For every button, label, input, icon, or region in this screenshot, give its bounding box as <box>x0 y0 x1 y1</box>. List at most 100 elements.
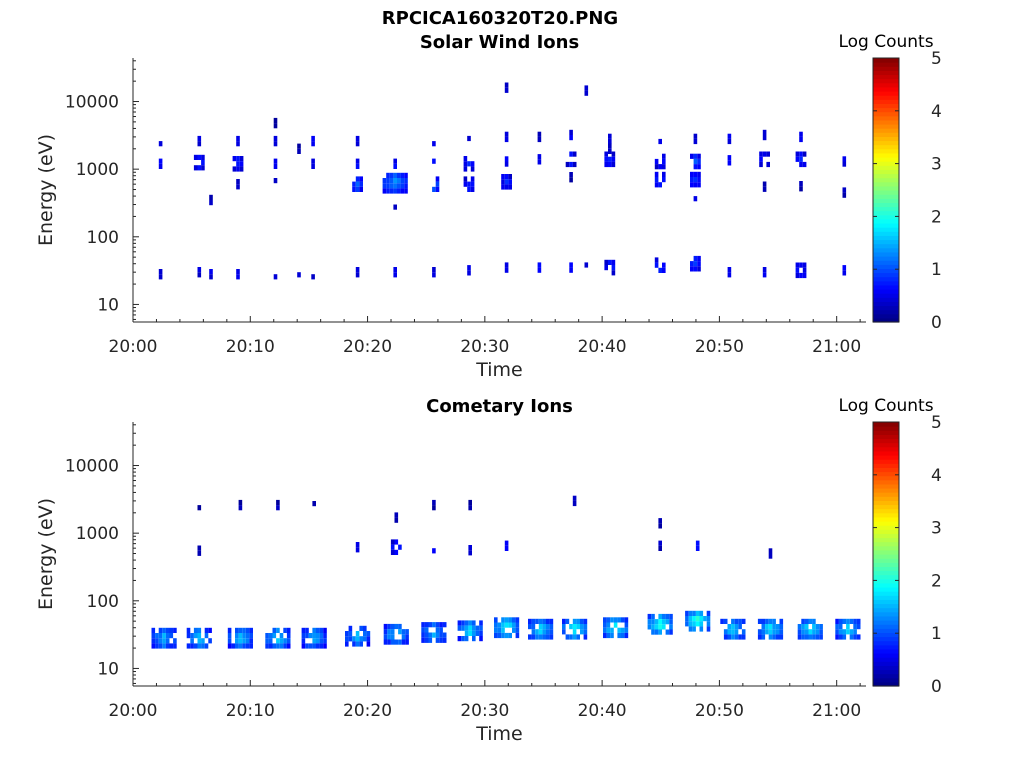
colorbar-segment <box>873 95 899 100</box>
data-cell <box>397 178 401 184</box>
data-cell <box>699 626 704 632</box>
colorbar-segment <box>873 463 899 468</box>
data-cell <box>727 629 732 635</box>
data-cell <box>468 630 472 636</box>
data-cell <box>819 629 823 635</box>
data-cell <box>538 629 543 635</box>
data-cell <box>151 627 156 633</box>
data-cell <box>319 633 324 639</box>
data-cell <box>276 499 280 506</box>
data-cell <box>604 265 608 271</box>
data-cell <box>468 505 472 511</box>
data-cell <box>842 187 847 193</box>
data-cell <box>238 643 243 649</box>
data-cell <box>158 158 163 164</box>
colorbar-segment <box>873 297 899 302</box>
data-cell <box>772 634 776 640</box>
data-cell <box>421 637 425 643</box>
data-cell <box>393 172 397 178</box>
data-cell <box>697 171 701 177</box>
data-cell <box>398 639 402 645</box>
data-cell <box>759 156 763 162</box>
data-cell <box>400 178 405 184</box>
data-cell <box>515 617 520 623</box>
data-cell <box>572 629 577 635</box>
data-cell <box>197 135 202 142</box>
data-cell <box>227 638 232 644</box>
data-cell <box>697 266 701 272</box>
data-cell <box>352 186 356 192</box>
data-cell <box>197 633 202 639</box>
colorbar-segment <box>873 177 899 183</box>
data-cell <box>603 622 607 628</box>
data-cell <box>603 627 607 633</box>
data-cell <box>662 262 666 268</box>
data-cell <box>504 82 509 88</box>
data-cell <box>665 613 670 620</box>
data-cell <box>312 633 316 639</box>
data-cell <box>804 624 809 630</box>
data-cell <box>239 166 244 172</box>
data-cell <box>387 634 391 640</box>
data-cell <box>197 165 202 171</box>
data-cell <box>838 629 843 635</box>
colorbar-segment <box>873 648 899 654</box>
data-cell <box>158 141 163 147</box>
data-cell <box>165 633 170 639</box>
colorbar-segment <box>873 289 899 294</box>
data-cell <box>236 184 240 190</box>
colorbar-segment <box>873 549 899 555</box>
data-cell <box>838 618 843 624</box>
data-cell <box>162 638 166 644</box>
data-cell <box>208 638 212 644</box>
data-cell <box>197 141 202 147</box>
data-cell <box>608 259 612 265</box>
colorbar-segment <box>873 492 899 497</box>
colorbar-segment <box>873 657 899 662</box>
data-cell <box>799 131 803 137</box>
data-cell <box>765 618 769 624</box>
data-cell <box>842 629 847 635</box>
data-cell <box>695 545 700 551</box>
data-cell <box>311 141 315 147</box>
data-cell <box>467 265 471 271</box>
data-cell <box>236 166 240 172</box>
data-cell <box>470 161 475 167</box>
data-cell <box>761 634 766 640</box>
data-cell <box>494 627 498 633</box>
data-cell <box>265 643 269 649</box>
colorbar-segment <box>873 235 899 241</box>
y-tick-label: 10000 <box>65 93 119 113</box>
y-tick-label: 10 <box>97 659 119 679</box>
data-cell <box>389 183 394 189</box>
x-tick-label: 20:50 <box>695 337 744 357</box>
data-cell <box>662 171 666 177</box>
data-cell <box>265 638 269 644</box>
data-cell <box>569 161 573 168</box>
data-cell <box>799 156 803 162</box>
data-cell <box>390 549 395 555</box>
data-cell <box>404 183 408 189</box>
data-cell <box>617 632 621 639</box>
data-cell <box>583 624 588 630</box>
data-cell <box>352 641 356 647</box>
data-cell <box>432 632 436 638</box>
data-cell <box>765 624 769 630</box>
data-cell <box>463 181 468 187</box>
data-cell <box>421 632 425 638</box>
data-cell <box>158 274 163 280</box>
data-cell <box>235 638 239 644</box>
colorbar-segment <box>873 284 899 290</box>
data-cell <box>662 267 666 273</box>
data-cell <box>316 638 320 644</box>
data-cell <box>795 156 800 162</box>
data-cell <box>279 633 284 639</box>
data-cell <box>658 182 662 188</box>
data-cell <box>658 629 662 635</box>
data-cell <box>273 117 278 124</box>
data-cell <box>504 267 509 273</box>
data-cell <box>467 270 471 276</box>
data-cell <box>535 618 539 624</box>
data-cell <box>727 160 732 166</box>
